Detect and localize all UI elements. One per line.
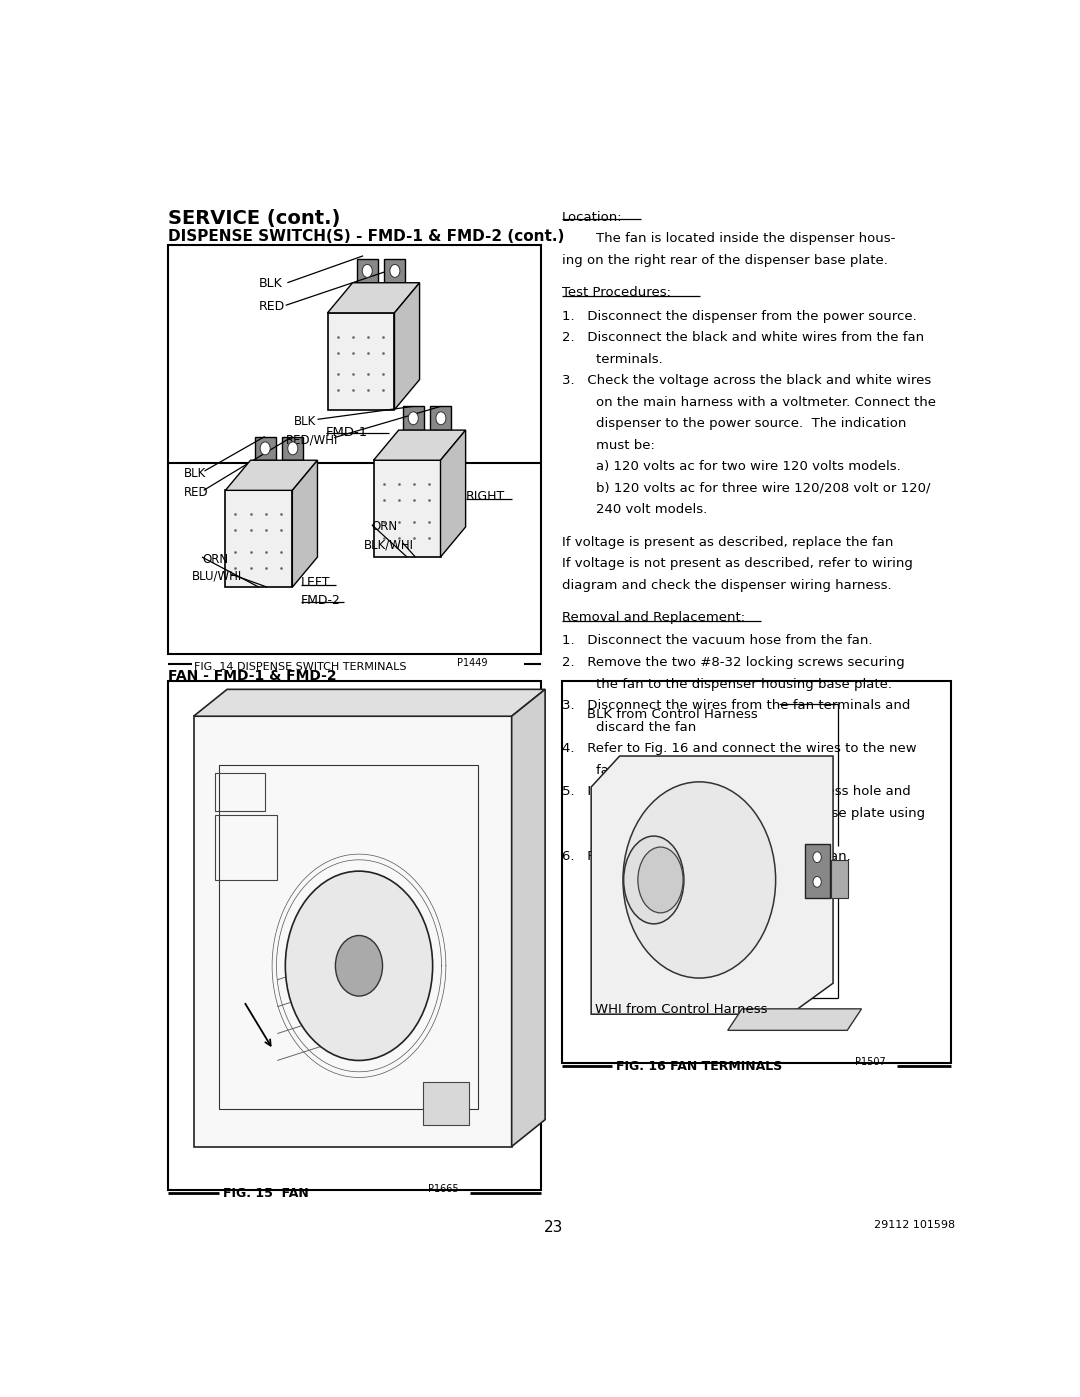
Text: dispenser to the power source.  The indication: dispenser to the power source. The indic… xyxy=(562,418,906,430)
Bar xyxy=(832,861,848,898)
Bar xyxy=(218,764,478,1109)
Text: a) 120 volts ac for two wire 120 volts models.: a) 120 volts ac for two wire 120 volts m… xyxy=(562,460,901,474)
Text: fan.: fan. xyxy=(562,764,621,777)
Text: Test Procedures:: Test Procedures: xyxy=(562,286,671,299)
Bar xyxy=(356,258,378,282)
Text: ing on the right rear of the dispenser base plate.: ing on the right rear of the dispenser b… xyxy=(562,254,888,267)
Bar xyxy=(168,244,541,654)
Text: If voltage is present as described, replace the fan: If voltage is present as described, repl… xyxy=(562,535,893,549)
Text: BLK/WHI: BLK/WHI xyxy=(364,539,414,552)
Bar xyxy=(226,490,293,587)
Circle shape xyxy=(287,441,298,455)
Bar xyxy=(431,407,451,430)
Text: RIGHT: RIGHT xyxy=(465,490,504,503)
Text: P1665: P1665 xyxy=(428,1185,459,1194)
Ellipse shape xyxy=(638,847,683,912)
Text: Location:: Location: xyxy=(562,211,622,224)
Bar xyxy=(403,407,423,430)
Text: 2.   Disconnect the black and white wires from the fan: 2. Disconnect the black and white wires … xyxy=(562,331,924,344)
Circle shape xyxy=(285,872,433,1060)
Text: BLK: BLK xyxy=(259,278,283,291)
Text: 6.   Reconnect the vacuum hose to the fan.: 6. Reconnect the vacuum hose to the fan. xyxy=(562,849,851,862)
Bar xyxy=(168,680,541,1190)
Text: 4.   Refer to Fig. 16 and connect the wires to the new: 4. Refer to Fig. 16 and connect the wire… xyxy=(562,742,917,754)
Text: 3.   Check the voltage across the black and white wires: 3. Check the voltage across the black an… xyxy=(562,374,931,387)
Text: RED: RED xyxy=(259,300,285,313)
Text: ORN: ORN xyxy=(372,521,399,534)
Bar xyxy=(215,774,265,810)
Polygon shape xyxy=(512,689,545,1147)
Text: WHI from Control Harness: WHI from Control Harness xyxy=(595,1003,768,1017)
Bar xyxy=(805,844,829,898)
Polygon shape xyxy=(293,460,318,587)
Bar xyxy=(193,717,512,1147)
Circle shape xyxy=(813,852,822,862)
Polygon shape xyxy=(374,430,465,460)
Text: FMD-1: FMD-1 xyxy=(326,426,368,439)
Text: ORN: ORN xyxy=(202,553,228,566)
Text: b) 120 volts ac for three wire 120/208 volt or 120/: b) 120 volts ac for three wire 120/208 v… xyxy=(562,482,930,495)
Text: FIG. 14 DISPENSE SWITCH TERMINALS: FIG. 14 DISPENSE SWITCH TERMINALS xyxy=(193,662,406,672)
Text: BLK: BLK xyxy=(294,415,316,427)
Circle shape xyxy=(362,264,373,278)
Circle shape xyxy=(390,264,400,278)
Text: RED/WHI: RED/WHI xyxy=(285,433,338,446)
Bar xyxy=(327,313,394,409)
Text: P1449: P1449 xyxy=(457,658,488,668)
Bar xyxy=(255,437,275,460)
Text: RED: RED xyxy=(184,486,208,499)
Text: 3.   Disconnect the wires from the fan terminals and: 3. Disconnect the wires from the fan ter… xyxy=(562,698,910,712)
Text: Removal and Replacement:: Removal and Replacement: xyxy=(562,610,745,624)
Polygon shape xyxy=(591,756,833,1014)
Text: DISPENSE SWITCH(S) - FMD-1 & FMD-2 (cont.): DISPENSE SWITCH(S) - FMD-1 & FMD-2 (cont… xyxy=(168,229,565,244)
Bar xyxy=(215,816,278,880)
Text: FMD-2: FMD-2 xyxy=(300,594,340,606)
Polygon shape xyxy=(327,282,419,313)
Polygon shape xyxy=(394,282,419,409)
Text: 2.   Remove the two #8-32 locking screws securing: 2. Remove the two #8-32 locking screws s… xyxy=(562,657,905,669)
Text: 240 volt models.: 240 volt models. xyxy=(562,503,707,517)
Text: 1.   Disconnect the vacuum hose from the fan.: 1. Disconnect the vacuum hose from the f… xyxy=(562,634,873,647)
Ellipse shape xyxy=(623,835,684,923)
Text: The fan is located inside the dispenser hous-: The fan is located inside the dispenser … xyxy=(562,232,895,246)
Text: secure to the dispenser housing base plate using: secure to the dispenser housing base pla… xyxy=(562,806,924,820)
Circle shape xyxy=(436,412,446,425)
Polygon shape xyxy=(728,1009,862,1031)
Polygon shape xyxy=(441,430,465,557)
Text: the fan to the dispenser housing base plate.: the fan to the dispenser housing base pl… xyxy=(562,678,892,690)
Text: discard the fan: discard the fan xyxy=(562,721,697,733)
Text: BLK: BLK xyxy=(184,467,206,479)
Text: FIG. 15  FAN: FIG. 15 FAN xyxy=(222,1187,309,1200)
Circle shape xyxy=(813,876,822,887)
Circle shape xyxy=(260,441,270,455)
Circle shape xyxy=(336,936,382,996)
Circle shape xyxy=(623,782,775,978)
Circle shape xyxy=(408,412,418,425)
Text: 23: 23 xyxy=(544,1220,563,1235)
Bar xyxy=(282,437,303,460)
Text: If voltage is not present as described, refer to wiring: If voltage is not present as described, … xyxy=(562,557,913,570)
Text: must be:: must be: xyxy=(562,439,654,451)
Text: 29112 101598: 29112 101598 xyxy=(874,1220,956,1229)
Bar xyxy=(562,680,951,1063)
Text: on the main harness with a voltmeter. Connect the: on the main harness with a voltmeter. Co… xyxy=(562,395,936,409)
Text: BLK from Control Harness: BLK from Control Harness xyxy=(588,708,758,721)
Text: diagram and check the dispenser wiring harness.: diagram and check the dispenser wiring h… xyxy=(562,578,891,591)
Text: FAN - FMD-1 & FMD-2: FAN - FMD-1 & FMD-2 xyxy=(168,669,337,683)
Text: P1507: P1507 xyxy=(855,1058,886,1067)
Polygon shape xyxy=(226,460,318,490)
Text: 5.   Install new fan through the rear access hole and: 5. Install new fan through the rear acce… xyxy=(562,785,910,798)
Text: SERVICE (cont.): SERVICE (cont.) xyxy=(168,208,341,228)
Polygon shape xyxy=(193,689,545,717)
Text: FIG. 16 FAN TERMINALS: FIG. 16 FAN TERMINALS xyxy=(617,1060,783,1073)
Text: two #8-32 locking screws.: two #8-32 locking screws. xyxy=(562,828,771,841)
Text: LEFT: LEFT xyxy=(300,577,330,590)
Bar xyxy=(422,1083,469,1125)
Text: 1.   Disconnect the dispenser from the power source.: 1. Disconnect the dispenser from the pow… xyxy=(562,310,917,323)
Text: terminals.: terminals. xyxy=(562,352,663,366)
Bar xyxy=(374,460,441,557)
Bar xyxy=(384,258,405,282)
Text: BLU/WHI: BLU/WHI xyxy=(192,570,242,583)
